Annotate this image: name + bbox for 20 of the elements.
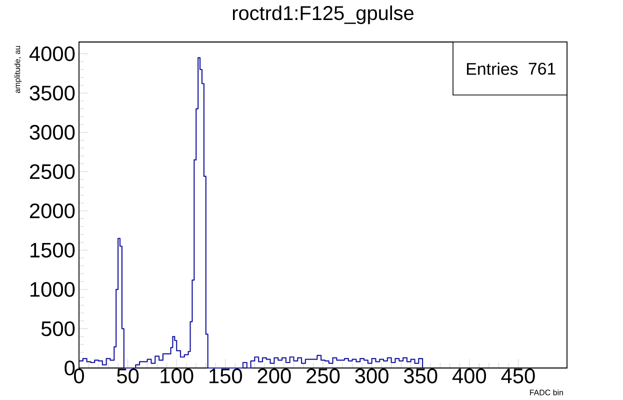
y-tick-label: 3500 — [30, 86, 75, 100]
x-tick-label: 350 — [404, 368, 438, 384]
y-tick-label: 500 — [41, 321, 75, 336]
chart-title: roctrd1:F125_gpulse — [232, 6, 414, 24]
x-tick-label: 250 — [306, 368, 340, 384]
annotation: 761 — [528, 62, 556, 75]
x-tick-label: 150 — [210, 368, 242, 384]
y-tick-label: 3000 — [30, 124, 75, 140]
x-tick-label: 100 — [160, 368, 194, 384]
y-tick-label: 2000 — [30, 203, 75, 218]
x-tick-label: 50 — [117, 368, 139, 384]
annotation: Entries — [467, 62, 518, 75]
y-tick-label: 1500 — [30, 242, 75, 258]
y-tick-label: 2500 — [30, 164, 75, 180]
x-tick-label: 300 — [355, 368, 388, 384]
x-tick-label: 200 — [258, 368, 291, 384]
y-tick-label: 4000 — [29, 46, 75, 62]
x-tick-label: 450 — [501, 368, 535, 384]
y-tick-label: 1000 — [30, 282, 75, 297]
x-tick-label: 400 — [452, 368, 486, 384]
